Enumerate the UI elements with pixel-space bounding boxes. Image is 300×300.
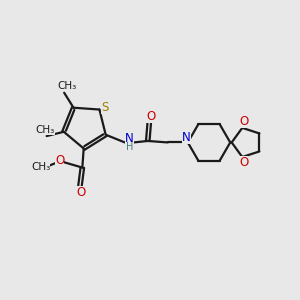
Text: O: O bbox=[239, 116, 248, 128]
Text: O: O bbox=[55, 154, 64, 167]
Text: S: S bbox=[101, 101, 108, 114]
Text: O: O bbox=[76, 186, 85, 199]
Text: N: N bbox=[182, 130, 191, 144]
Text: H: H bbox=[125, 142, 133, 152]
Text: CH₃: CH₃ bbox=[31, 162, 50, 172]
Text: O: O bbox=[239, 156, 248, 170]
Text: CH₃: CH₃ bbox=[36, 124, 55, 135]
Text: O: O bbox=[146, 110, 155, 123]
Text: CH₃: CH₃ bbox=[57, 81, 76, 91]
Text: N: N bbox=[125, 132, 134, 146]
